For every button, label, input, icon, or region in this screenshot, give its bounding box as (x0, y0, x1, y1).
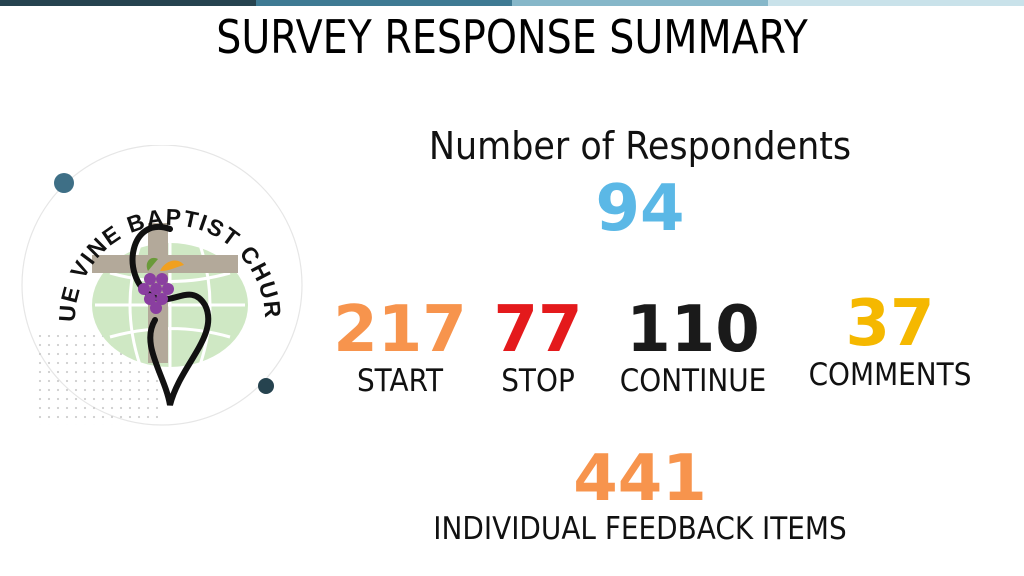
stat-value: 217 (333, 293, 467, 367)
accent-segment (0, 0, 256, 6)
total-feedback: 441 INDIVIDUAL FEEDBACK ITEMS (380, 446, 900, 546)
stat-value: 110 (626, 293, 760, 367)
total-value: 441 (573, 442, 707, 516)
top-accent-bar (0, 0, 1024, 6)
stat-stop: 77 STOP (478, 296, 598, 398)
decor-dot (258, 378, 274, 394)
stat-label: STOP (501, 363, 575, 399)
respondents-label: Number of Respondents (428, 124, 852, 168)
stat-label: COMMENTS (808, 357, 972, 393)
church-logo: TRUE VINE BAPTIST CHURCH (20, 145, 310, 435)
stat-label: CONTINUE (619, 363, 767, 399)
respondents-value: 94 (595, 172, 685, 246)
stat-continue: 110 CONTINUE (605, 296, 781, 398)
decor-dot (54, 173, 74, 193)
accent-segment (768, 0, 1024, 6)
page-title: SURVEY RESPONSE SUMMARY (216, 10, 808, 64)
stat-value: 77 (493, 293, 583, 367)
accent-segment (256, 0, 512, 6)
stat-comments: 37 COMMENTS (790, 290, 990, 392)
total-label: INDIVIDUAL FEEDBACK ITEMS (433, 511, 847, 547)
accent-segment (512, 0, 768, 6)
stat-label: START (356, 363, 444, 399)
stat-value: 37 (845, 287, 935, 361)
stat-start: 217 START (330, 296, 470, 398)
grapes-icon (138, 273, 174, 314)
